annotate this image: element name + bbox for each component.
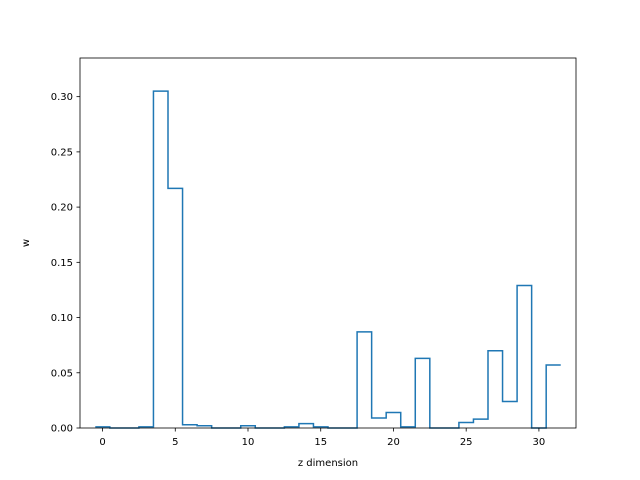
y-tick-label: 0.20: [51, 203, 73, 214]
x-tick-label: 30: [533, 437, 546, 448]
y-tick-label: 0.10: [51, 313, 73, 324]
x-tick-label: 15: [314, 437, 327, 448]
y-tick-label: 0.25: [51, 147, 73, 158]
y-tick-label: 0.15: [51, 258, 73, 269]
y-tick-label: 0.30: [51, 92, 73, 103]
y-axis-ticks: 0.00 0.05 0.10 0.15 0.20 0.25 0.30: [51, 92, 80, 435]
x-tick-label: 0: [99, 437, 105, 448]
axes-frame: [79, 57, 577, 429]
x-tick-label: 25: [460, 437, 473, 448]
x-tick-label: 20: [387, 437, 400, 448]
x-axis-label: z dimension: [298, 458, 358, 469]
y-tick-label: 0.05: [51, 368, 73, 379]
y-tick-label: 0.00: [51, 424, 73, 435]
y-axis-label: w: [21, 239, 32, 247]
x-axis-ticks: 0 5 10 15 20 25 30: [99, 428, 545, 448]
x-tick-label: 5: [172, 437, 178, 448]
x-tick-label: 10: [242, 437, 255, 448]
